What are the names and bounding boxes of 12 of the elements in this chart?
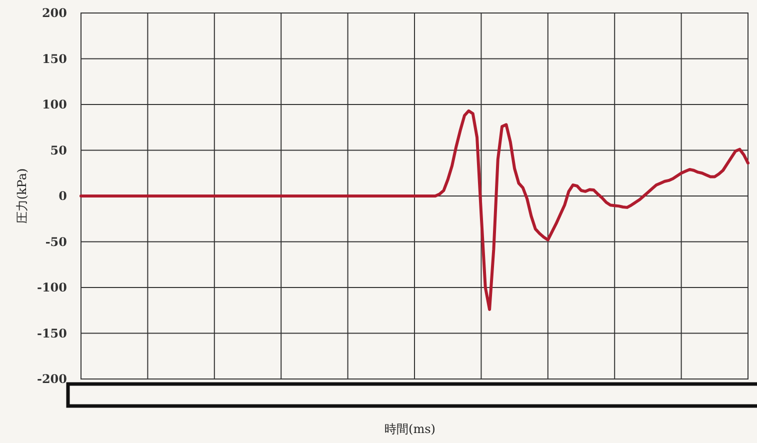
y-tick-label: 0	[58, 189, 67, 203]
y-tick-label: -100	[36, 280, 67, 294]
y-tick-label: 50	[50, 143, 67, 158]
x-axis-title: 時間(ms)	[384, 422, 436, 436]
y-axis-title: 圧力(kPa)	[15, 168, 29, 224]
line-series	[80, 109, 750, 311]
y-tick-label: 100	[42, 98, 67, 112]
y-tick-label: -50	[45, 234, 67, 249]
y-tick-label: 200	[42, 6, 67, 20]
y-tick-label: -150	[36, 326, 67, 340]
y-tick-label: 150	[42, 52, 67, 66]
y-tick-label: -200	[36, 372, 67, 386]
